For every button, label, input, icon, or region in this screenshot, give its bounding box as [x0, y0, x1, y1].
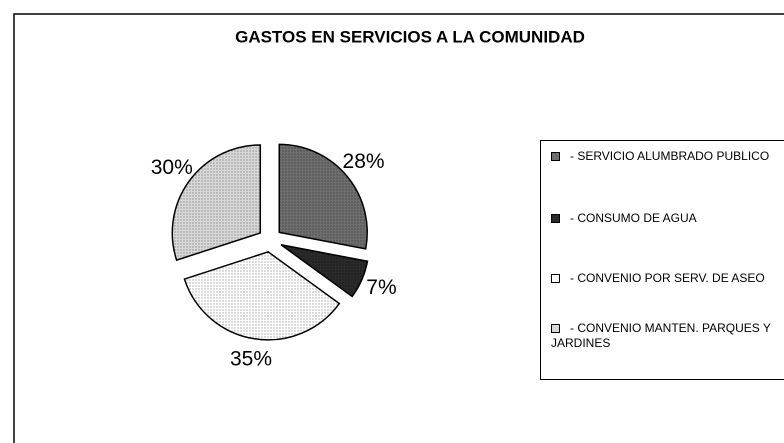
slice-texture: [279, 144, 368, 249]
slice-texture: [172, 144, 261, 261]
slice-texture: [281, 244, 368, 297]
legend-label: - CONVENIO POR SERV. DE ASEO: [570, 271, 765, 285]
data-label: 7%: [366, 276, 396, 299]
legend-label: - SERVICIO ALUMBRADO PUBLICO: [570, 149, 770, 163]
legend-item: - CONVENIO POR SERV. DE ASEO: [551, 271, 784, 286]
legend: - SERVICIO ALUMBRADO PUBLICO - CONSUMO DE…: [540, 140, 784, 380]
legend-label: - CONSUMO DE AGUA: [570, 211, 697, 225]
legend-label: - CONVENIO MANTEN. PARQUES Y JARDINES: [551, 321, 771, 350]
legend-swatch: [551, 152, 560, 162]
chart-title: GASTOS EN SERVICIOS A LA COMUNIDAD: [235, 27, 585, 46]
legend-item: - SERVICIO ALUMBRADO PUBLICO: [551, 149, 784, 164]
slice-texture: [184, 251, 340, 340]
legend-item: - CONSUMO DE AGUA: [551, 211, 784, 226]
legend-swatch: [551, 274, 560, 284]
frame: [13, 13, 784, 443]
legend-swatch: [551, 324, 560, 334]
data-label: 28%: [343, 150, 385, 173]
legend-swatch: [551, 214, 560, 224]
data-label: 35%: [230, 347, 272, 370]
data-label: 30%: [151, 156, 193, 179]
legend-item: - CONVENIO MANTEN. PARQUES Y JARDINES: [551, 321, 784, 351]
